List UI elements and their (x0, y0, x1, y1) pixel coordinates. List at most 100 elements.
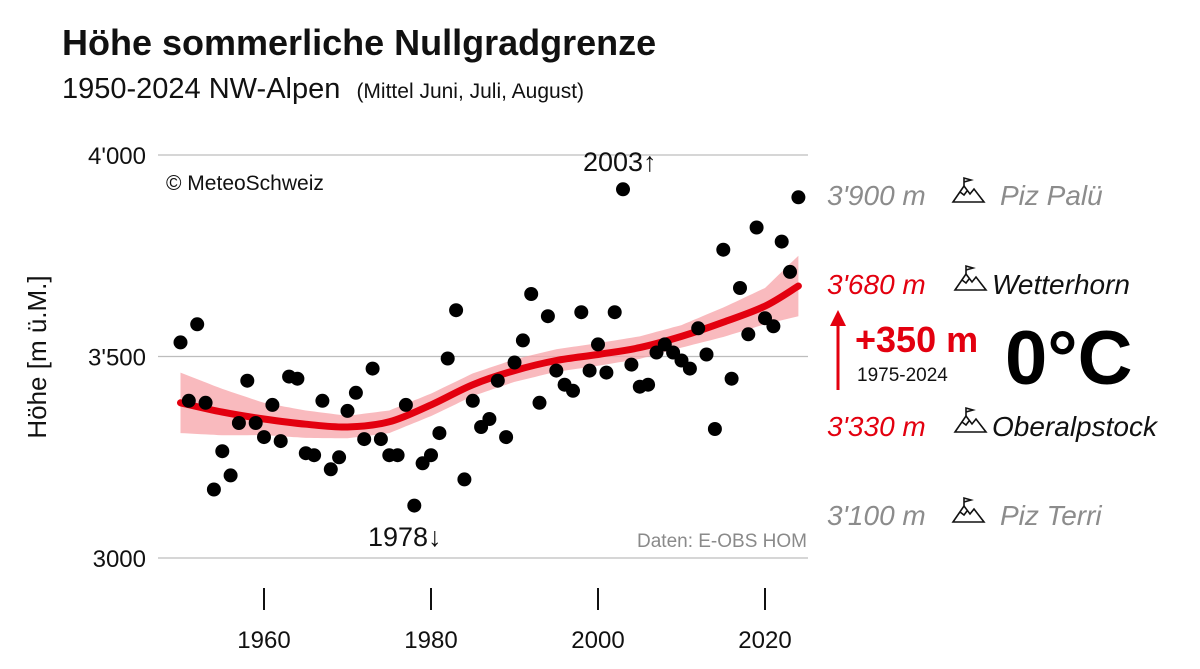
data-point (641, 377, 656, 392)
data-point (566, 383, 580, 398)
peak-piz-terri: 3'100 m Piz Terri (827, 496, 1102, 531)
data-point (340, 403, 355, 418)
data-point (549, 363, 564, 378)
data-point (766, 319, 781, 334)
peak-height-piz-terri: 3'100 m (827, 500, 926, 531)
peak-piz-palu: 3'900 m Piz Palü (827, 176, 1103, 211)
peak-height-piz-palu: 3'900 m (827, 180, 926, 211)
peak-name-wetterhorn: Wetterhorn (992, 269, 1130, 300)
data-point (791, 190, 806, 205)
x-ticks: 1960 1980 2000 2020 (237, 588, 792, 654)
data-point (248, 416, 263, 430)
zero-degree-label: 0°C (1005, 316, 1133, 401)
data-point (231, 416, 246, 430)
x-tick-label: 1960 (237, 627, 290, 654)
data-point (449, 303, 464, 318)
data-point (365, 361, 380, 376)
data-point (398, 397, 413, 412)
peak-oberalpstock: 3'330 m Oberalpstock (827, 406, 1159, 442)
y-tick-label: 3'500 (88, 345, 146, 372)
data-point (323, 462, 338, 477)
y-tick-label: 3000 (93, 546, 146, 573)
data-point (432, 426, 447, 441)
data-point (490, 373, 505, 388)
peak-name-piz-terri: Piz Terri (1000, 500, 1102, 531)
data-point (716, 242, 731, 257)
data-point (724, 371, 739, 386)
data-point (206, 482, 221, 497)
change-period: 1975-2024 (857, 365, 948, 386)
data-point (599, 365, 614, 380)
peak-name-piz-palu: Piz Palü (1000, 180, 1103, 211)
data-point (223, 468, 238, 483)
data-point (307, 448, 322, 463)
data-point (707, 422, 722, 436)
credit-label: © MeteoSchweiz (166, 172, 324, 195)
data-point (181, 393, 196, 408)
data-point (574, 305, 589, 320)
mountain-icon (953, 406, 988, 433)
mountain-icon (951, 496, 986, 523)
y-axis-label: Höhe [m ü.M.] (22, 275, 52, 438)
data-point (173, 335, 188, 350)
data-point (315, 393, 330, 408)
data-point (457, 472, 472, 487)
x-tick-label: 2000 (571, 627, 624, 654)
peak-name-oberalpstock: Oberalpstock (992, 411, 1159, 442)
subtitle-note: (Mittel Juni, Juli, August) (356, 80, 584, 103)
y-gridlines (158, 154, 808, 559)
data-points (173, 182, 806, 513)
data-point (616, 182, 630, 197)
data-point (407, 498, 422, 513)
data-point (215, 444, 230, 459)
data-point (733, 281, 747, 295)
data-point (540, 309, 555, 324)
data-point (390, 448, 405, 463)
x-tick-label: 2020 (738, 627, 791, 654)
chart-title: Höhe sommerliche Nullgradgrenze (62, 22, 656, 63)
chart-subtitle: 1950-2024 NW-Alpen (Mittel Juni, Juli, A… (62, 73, 584, 105)
data-point (624, 357, 639, 372)
data-point (515, 333, 530, 348)
data-point (682, 361, 697, 376)
data-point (607, 305, 622, 320)
mountain-icon (953, 264, 988, 291)
peak-height-oberalpstock: 3'330 m (827, 411, 926, 442)
subtitle-main: 1950-2024 NW-Alpen (62, 73, 340, 105)
data-point (373, 432, 388, 447)
data-point (348, 385, 363, 400)
mountain-icon (951, 176, 986, 203)
data-point (532, 395, 547, 410)
change-value: +350 m (855, 319, 978, 360)
data-point (741, 327, 756, 342)
data-point (357, 432, 372, 447)
data-point (783, 264, 797, 279)
arrow-up-icon (830, 310, 846, 326)
data-point (273, 434, 288, 449)
y-tick-labels: 3000 3'500 4'000 (88, 143, 146, 573)
data-point (582, 363, 597, 378)
data-point (290, 371, 305, 386)
data-point (699, 347, 714, 362)
data-point (257, 430, 271, 445)
annotation-2003: 2003↑ (583, 147, 657, 177)
y-tick-label: 4'000 (88, 143, 146, 170)
data-point (749, 220, 764, 235)
data-point (198, 395, 213, 410)
source-label: Daten: E-OBS HOM (637, 531, 807, 552)
data-point (774, 234, 789, 249)
data-point (524, 287, 539, 301)
data-point (265, 397, 280, 412)
change-indicator: +350 m 1975-2024 0°C (830, 310, 1133, 401)
peak-wetterhorn: 3'680 m Wetterhorn (827, 264, 1130, 300)
data-point (465, 393, 480, 408)
data-point (190, 317, 205, 332)
peak-height-wetterhorn: 3'680 m (827, 269, 926, 300)
data-point (482, 412, 497, 426)
annotation-1978: 1978↓ (368, 522, 442, 552)
data-point (240, 373, 255, 388)
data-point (507, 355, 522, 370)
data-point (424, 448, 438, 463)
data-point (591, 337, 605, 352)
